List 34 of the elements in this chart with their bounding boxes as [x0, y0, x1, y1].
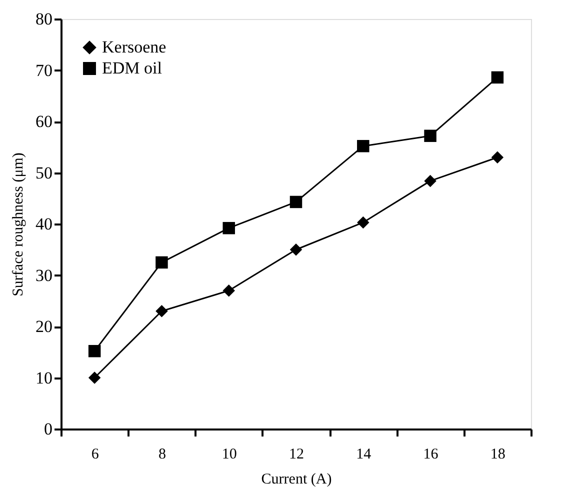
x-tick-label: 18: [490, 446, 506, 462]
y-tick-label: 40: [36, 214, 52, 234]
point: [424, 174, 436, 188]
legend-label: Kersoene: [102, 38, 166, 56]
x-tick-label: 16: [423, 446, 439, 462]
y-tick-label: 0: [44, 420, 52, 438]
x-tick-label: 14: [356, 446, 372, 462]
y-tick-label: 60: [36, 112, 52, 131]
point: [290, 196, 302, 208]
legend-label: EDM oil: [102, 58, 162, 78]
x-tick-label: 12: [289, 446, 304, 462]
point: [491, 71, 504, 84]
point: [88, 372, 101, 384]
y-tick-label: 70: [36, 60, 52, 80]
y-tick-label: 20: [36, 317, 52, 336]
point: [290, 244, 302, 256]
y-tick-label: 50: [36, 163, 52, 182]
y-tick-label: 10: [36, 368, 52, 388]
point: [156, 256, 168, 269]
x-tick-label: 10: [222, 446, 237, 462]
point: [424, 130, 436, 142]
x-axis-title: Current (A): [261, 472, 332, 488]
point: [357, 140, 370, 152]
point: [88, 344, 101, 358]
point: [222, 284, 235, 297]
x-tick-label: 6: [91, 446, 100, 462]
point: [222, 222, 235, 234]
point: [156, 305, 168, 318]
x-tick-label: 8: [158, 446, 166, 462]
y-tick-label: 30: [36, 266, 52, 285]
point: [491, 151, 504, 164]
y-axis-title: Surface roughness (μm): [10, 152, 26, 296]
y-tick-label: 80: [36, 10, 52, 28]
point: [357, 216, 370, 229]
